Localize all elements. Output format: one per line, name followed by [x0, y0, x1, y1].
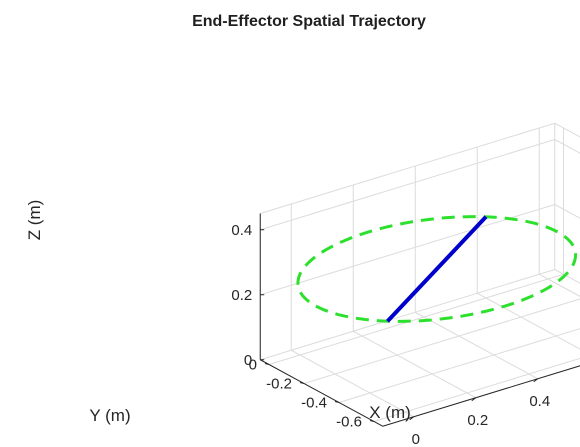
grid-line — [338, 328, 580, 403]
chart-title: End-Effector Spatial Trajectory — [192, 13, 426, 30]
grid-line — [260, 269, 555, 361]
y-tick-label: -0.4 — [301, 395, 327, 412]
axes-box — [259, 213, 580, 427]
data-series — [296, 215, 578, 323]
y-tick-label: 0 — [249, 357, 257, 374]
grid-line — [353, 330, 476, 399]
y-tick-mark — [264, 363, 270, 365]
grid-line — [303, 298, 580, 384]
x-axis-label: X (m) — [369, 403, 411, 422]
box-edge — [554, 122, 580, 138]
y-tick-label: -0.6 — [336, 414, 362, 431]
y-tick-mark — [369, 420, 375, 422]
y-tick-mark — [299, 382, 305, 384]
z-tick-label: 0.4 — [231, 222, 252, 239]
grid-line — [291, 349, 414, 418]
grid-line — [260, 139, 555, 231]
x-tick-mark — [471, 397, 477, 402]
grid-line — [268, 273, 564, 365]
z-tick-label: 0 — [244, 352, 252, 369]
grid-line — [554, 269, 580, 284]
x-tick-label: 0.2 — [467, 412, 488, 429]
x-tick-label: 0.4 — [529, 393, 550, 410]
grid-line — [554, 204, 580, 219]
x-tick-mark — [409, 416, 415, 421]
grid-line — [415, 311, 538, 380]
z-axis-label: Z (m) — [25, 200, 44, 241]
grid-line — [477, 292, 580, 350]
x-tick-mark — [533, 378, 539, 383]
grid-line — [373, 357, 580, 422]
tick-labels: 00.20.40.60.80-0.2-0.4-0.600.20.4 — [231, 222, 550, 447]
x-axis-line — [382, 365, 580, 427]
y-axis-line — [260, 359, 383, 427]
box-edge — [260, 122, 555, 214]
x-tick-label: 0 — [412, 431, 420, 447]
grid-line — [554, 139, 580, 154]
y-tick-mark — [334, 401, 340, 403]
solid-trajectory-line — [386, 215, 488, 323]
grid-lines — [259, 122, 580, 422]
y-tick-label: -0.2 — [266, 376, 292, 393]
grid-line — [539, 273, 580, 297]
y-axis-label: Y (m) — [89, 406, 130, 425]
z-tick-label: 0.2 — [231, 287, 252, 304]
